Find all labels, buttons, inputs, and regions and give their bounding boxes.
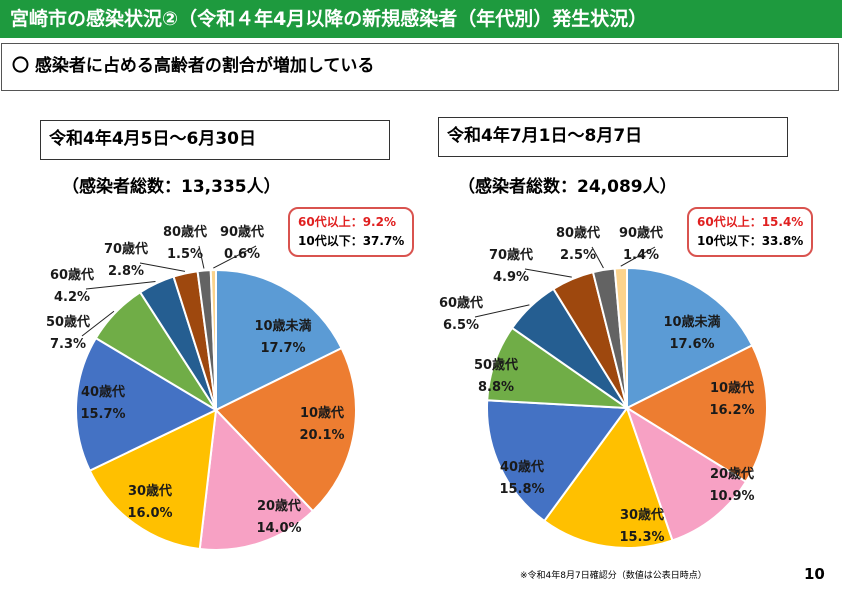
slice-value-right-2: 10.9% [709,489,754,504]
period-label-right: 令和4年7月1日～8月7日 [438,117,788,157]
leader-line-right-9 [620,246,656,267]
slice-value-right-6: 6.5% [443,318,479,333]
slice-label-right-6: 60歳代 [439,295,483,311]
pie-slice-right-9 [613,266,628,409]
slice-value-left-5: 7.3% [50,337,86,352]
pie-slice-right-4 [486,399,629,523]
leader-line-left-7 [139,262,186,272]
leader-line-right-7 [524,268,572,278]
ratio-10-value-left: 37.7% [362,234,405,248]
pie-slice-left-3 [88,408,218,551]
slice-label-right-8: 80歳代 [556,225,600,241]
slice-value-right-1: 16.2% [709,403,754,418]
leader-line-left-5 [81,310,115,337]
pie-slice-left-1 [214,346,357,513]
slice-label-left-9: 90歳代 [220,224,264,240]
slice-label-left-7: 70歳代 [104,241,148,257]
slice-value-right-7: 4.9% [493,270,529,285]
slice-label-right-0: 10歳未満 [663,314,720,330]
slice-value-left-6: 4.2% [54,290,90,305]
slice-label-right-7: 70歳代 [489,247,533,263]
ratio-60-label-right: 60代以上： [697,215,762,229]
footnote: ※令和4年8月7日確認分（数値は公表日時点） [520,571,707,581]
slice-label-left-0: 10歳未満 [254,318,311,334]
total-label-right: （感染者総数：24,089人） [458,177,677,197]
pie-slice-right-2 [625,405,748,542]
slice-label-right-2: 20歳代 [710,466,754,482]
slice-value-left-8: 1.5% [167,247,203,262]
slice-label-left-6: 60歳代 [50,267,94,283]
pie-slice-left-9 [209,268,217,411]
slice-value-right-3: 15.3% [619,530,664,545]
ratio-60-value-right: 15.4% [761,215,804,229]
slice-value-left-9: 0.6% [224,247,260,262]
total-label-left: （感染者総数：13,335人） [62,177,281,197]
slice-label-right-5: 50歳代 [474,357,518,373]
ratio-10-value-right: 33.8% [761,234,804,248]
slice-value-left-1: 20.1% [299,428,344,443]
slice-value-left-0: 17.7% [260,341,305,356]
slice-value-left-7: 2.8% [108,264,144,279]
slice-label-right-4: 40歳代 [500,459,544,475]
slice-label-left-5: 50歳代 [46,314,90,330]
leader-line-right-6 [474,304,530,318]
leader-line-left-6 [85,281,156,290]
slice-label-left-4: 40歳代 [81,384,125,400]
pie-slice-right-0 [626,266,754,410]
slice-label-right-9: 90歳代 [619,225,663,241]
slice-value-left-2: 14.0% [256,521,301,536]
page-number: 10 [804,565,825,583]
slice-label-left-8: 80歳代 [163,224,207,240]
slice-value-right-8: 2.5% [560,248,596,263]
pie-slice-left-0 [215,268,343,412]
pie-slice-left-2 [198,407,315,551]
slice-value-right-4: 15.8% [499,482,544,497]
slice-label-left-3: 30歳代 [128,483,172,499]
leader-line-right-8 [591,246,604,269]
ratio-60-value-left: 9.2% [362,215,396,229]
slice-value-right-5: 8.8% [478,380,514,395]
ratio-60-label-left: 60代以上： [298,215,363,229]
ratio-box-right: 60代以上：15.4% 10代以下：33.8% [687,207,814,257]
leader-line-left-8 [198,245,205,269]
ratio-10-label-right: 10代以下： [697,234,762,248]
slice-value-right-9: 1.4% [623,248,659,263]
ratio-10-label-left: 10代以下： [298,234,363,248]
slice-value-right-0: 17.6% [669,337,714,352]
pie-slice-right-3 [542,405,674,549]
slice-label-right-3: 30歳代 [620,507,664,523]
page-subtitle: 〇 感染者に占める高齢者の割合が増加している [1,43,839,91]
leader-line-left-9 [213,245,257,269]
slice-label-left-1: 10歳代 [300,405,344,421]
ratio-box-left: 60代以上：9.2% 10代以下：37.7% [288,207,415,257]
slice-label-right-1: 10歳代 [710,380,754,396]
slice-value-left-3: 16.0% [127,506,172,521]
pie-slice-left-4 [75,336,219,472]
pie-slice-right-1 [624,344,768,484]
period-label-left: 令和4年4月5日～6月30日 [40,120,390,160]
slice-label-left-2: 20歳代 [257,498,301,514]
slice-value-left-4: 15.7% [80,407,125,422]
page-title: 宮崎市の感染状況②（令和４年4月以降の新規感染者（年代別）発生状況） [0,0,842,38]
